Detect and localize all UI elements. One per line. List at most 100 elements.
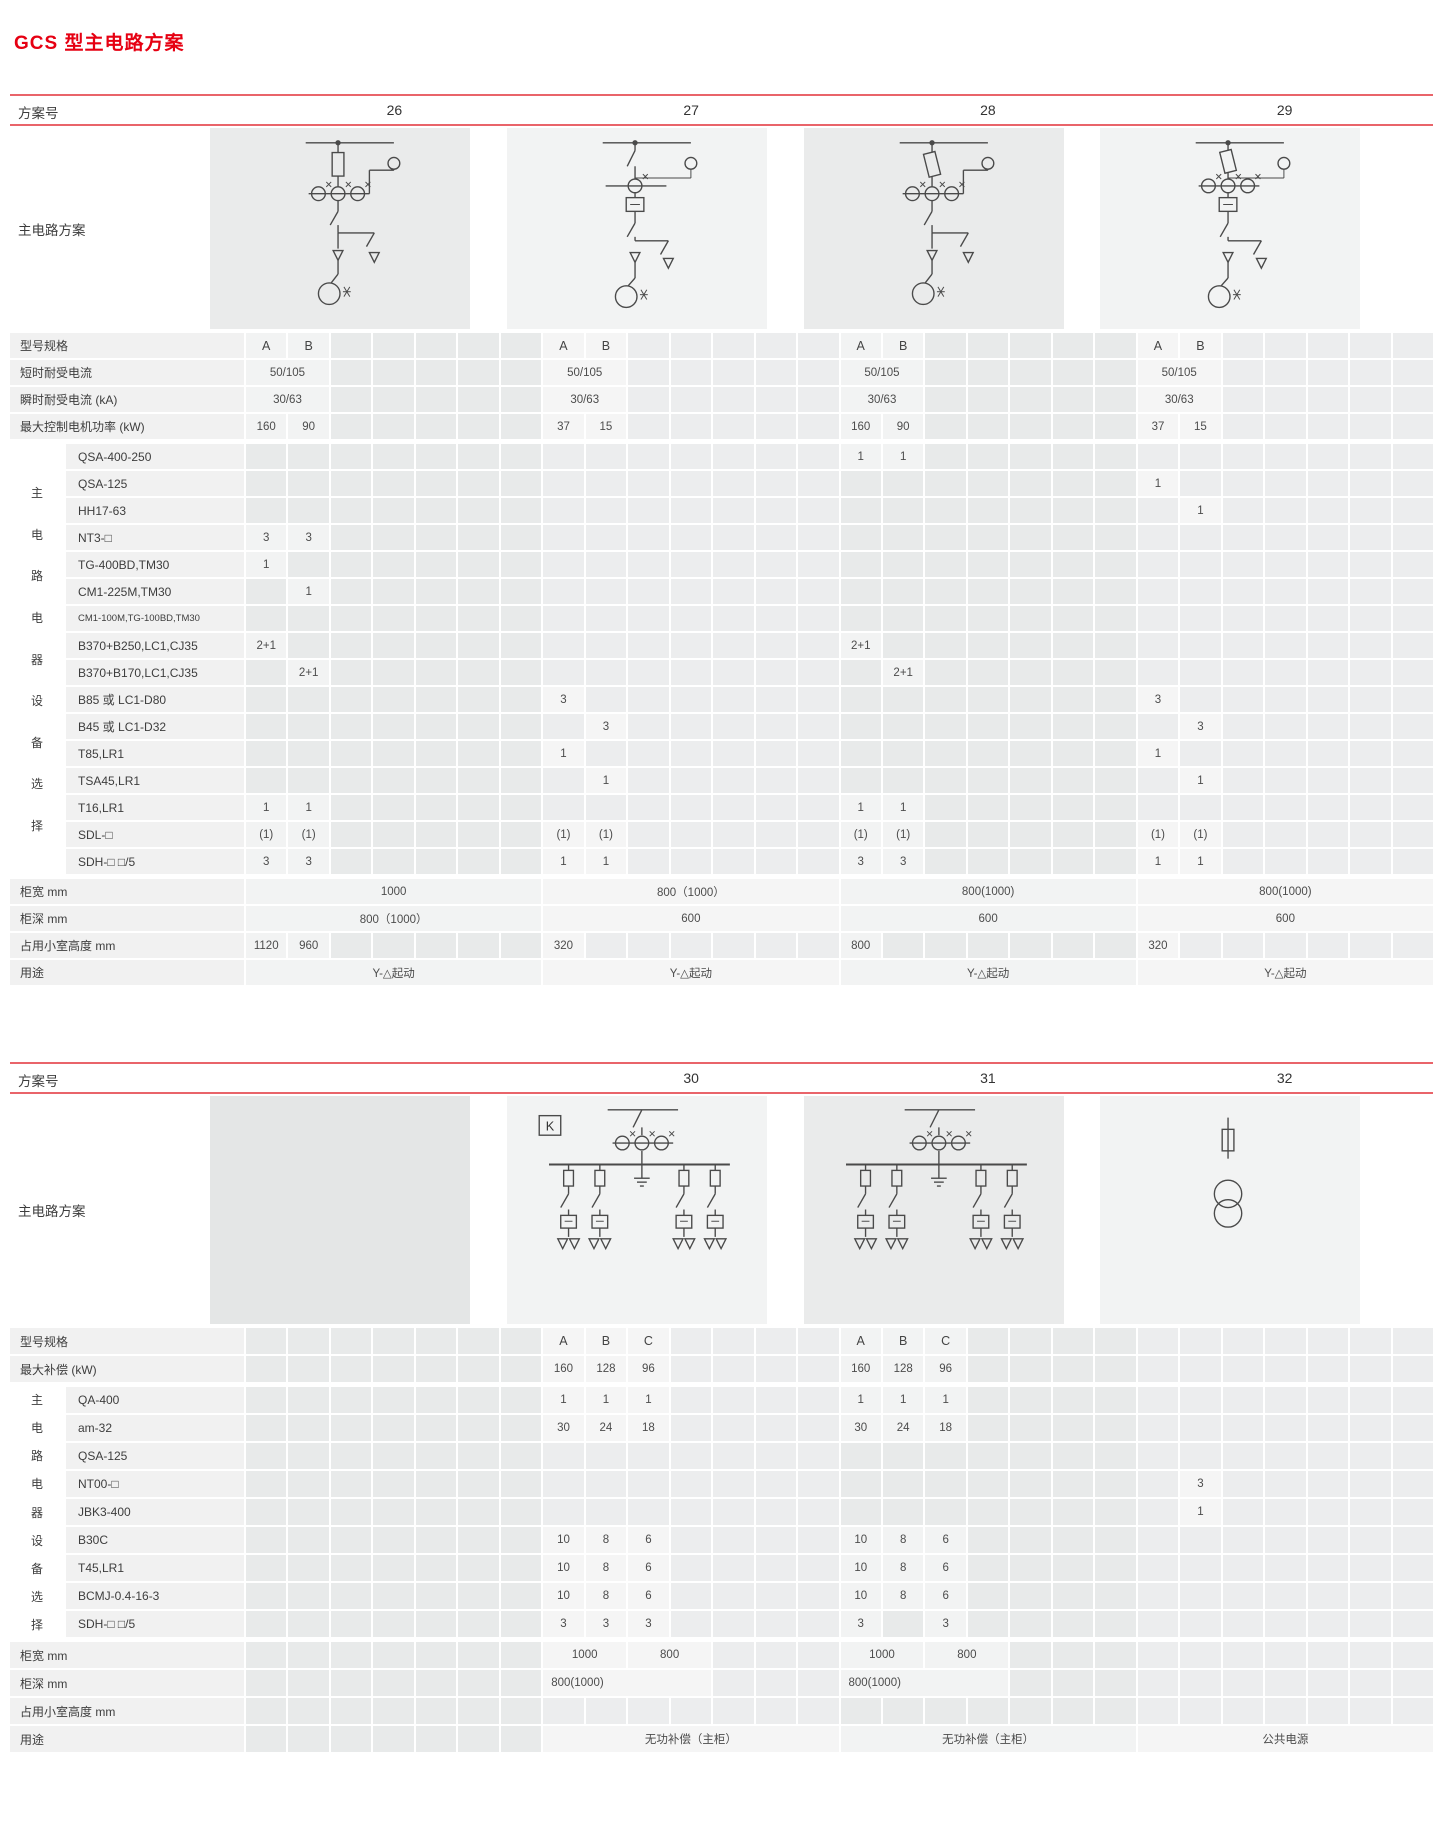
filler-cell <box>1350 1387 1391 1413</box>
group-label-char: 设 <box>30 1533 43 1548</box>
filler-cell <box>373 849 414 874</box>
table-row: SDH-□ □/5 3 3 1 1 3 3 1 1 <box>10 849 1433 874</box>
filler-cell <box>713 1328 754 1354</box>
filler-cell <box>330 822 372 847</box>
value-cell: 1 <box>1180 768 1221 793</box>
filler-cell <box>330 606 372 631</box>
filler-cell <box>925 741 966 766</box>
filler-cell <box>967 768 1009 793</box>
filler-cell <box>713 1698 754 1724</box>
filler-cell <box>798 1583 839 1609</box>
group-label-char: 电 <box>30 1477 43 1492</box>
filler-cell <box>415 444 457 469</box>
filler-cell <box>415 849 457 874</box>
filler-cell <box>415 1698 457 1724</box>
filler-cell <box>882 498 924 523</box>
group-label-char: 器 <box>30 1505 43 1520</box>
filler-cell <box>1095 687 1136 712</box>
filler-cell <box>288 1527 329 1553</box>
filler-cell <box>670 606 712 631</box>
filler-cell <box>1392 1583 1433 1609</box>
red-rule <box>10 124 1433 126</box>
filler-cell <box>1095 1642 1136 1668</box>
filler-cell <box>925 714 966 739</box>
filler-cell <box>1350 360 1391 385</box>
filler-cell <box>967 849 1009 874</box>
filler-cell <box>628 606 669 631</box>
table-row: B85 或 LC1-D80 3 3 <box>10 687 1433 712</box>
group-label-char: 备 <box>30 735 43 750</box>
filler-cell <box>967 1415 1009 1441</box>
filler-cell <box>246 1555 287 1581</box>
filler-cell <box>925 579 966 604</box>
filler-cell <box>670 579 712 604</box>
filler-cell <box>1265 1443 1306 1469</box>
value-cell: B <box>585 333 627 358</box>
filler-cell <box>1307 1642 1349 1668</box>
device-label: QSA-125 <box>66 1443 244 1469</box>
filler-cell <box>1392 768 1433 793</box>
filler-cell <box>246 471 287 496</box>
filler-cell <box>1180 525 1221 550</box>
scheme-table-30-32: 方案号 30 31 32 主电路方案 K <box>10 1062 1433 1752</box>
filler-cell <box>1350 1527 1391 1553</box>
filler-cell <box>1350 1642 1391 1668</box>
filler-cell <box>670 795 712 820</box>
filler-cell <box>670 633 712 658</box>
filler-cell <box>628 1471 669 1497</box>
filler-cell <box>543 579 584 604</box>
filler-cell <box>543 795 584 820</box>
filler-cell <box>246 1356 287 1382</box>
filler-cell <box>1010 471 1051 496</box>
filler-cell <box>1052 1611 1094 1637</box>
scheme-number: 30 <box>683 1070 699 1086</box>
filler-cell <box>755 768 797 793</box>
scheme-number-row: 方案号 30 31 32 <box>10 1064 1433 1092</box>
filler-cell <box>713 660 754 685</box>
device-label: T16,LR1 <box>66 795 244 820</box>
filler-cell <box>458 1499 499 1525</box>
filler-cell <box>925 768 966 793</box>
filler-cell <box>458 768 499 793</box>
filler-cell <box>755 795 797 820</box>
filler-cell <box>1095 933 1136 958</box>
filler-cell <box>1350 552 1391 577</box>
filler-cell <box>755 1642 797 1668</box>
filler-cell <box>458 1387 499 1413</box>
filler-cell <box>798 1415 839 1441</box>
filler-cell <box>755 579 797 604</box>
filler-cell <box>1137 1443 1179 1469</box>
filler-cell <box>1137 1356 1179 1382</box>
page-title: GCS 型主电路方案 <box>14 33 185 54</box>
filler-cell <box>628 552 669 577</box>
filler-cell <box>246 1387 287 1413</box>
filler-cell <box>1137 1698 1179 1724</box>
value-cell: 1 <box>543 849 584 874</box>
filler-cell <box>925 387 966 412</box>
value-cell: 128 <box>882 1356 924 1382</box>
value-cell: 1 <box>585 768 627 793</box>
table-row: JBK3-400 1 <box>10 1499 1433 1525</box>
filler-cell <box>1010 414 1051 439</box>
device-label: NT3-□ <box>66 525 244 550</box>
filler-cell <box>713 1670 754 1696</box>
circuit-diagram-31 <box>803 1096 1064 1324</box>
filler-cell <box>1392 714 1433 739</box>
filler-cell <box>670 387 712 412</box>
filler-cell <box>585 795 627 820</box>
filler-cell <box>1222 714 1264 739</box>
filler-cell <box>1350 714 1391 739</box>
row-label: 瞬时耐受电流 (kA) <box>10 387 244 412</box>
filler-cell <box>1392 1443 1433 1469</box>
filler-cell <box>967 1443 1009 1469</box>
value-cell: 无功补偿（主柜） <box>543 1726 839 1752</box>
filler-cell <box>755 1555 797 1581</box>
filler-cell <box>1052 387 1094 412</box>
filler-cell <box>628 849 669 874</box>
filler-cell <box>1052 606 1094 631</box>
filler-cell <box>415 360 457 385</box>
scheme-number-row: 方案号 26 27 28 29 <box>10 96 1433 124</box>
filler-cell <box>415 633 457 658</box>
filler-cell <box>882 552 924 577</box>
